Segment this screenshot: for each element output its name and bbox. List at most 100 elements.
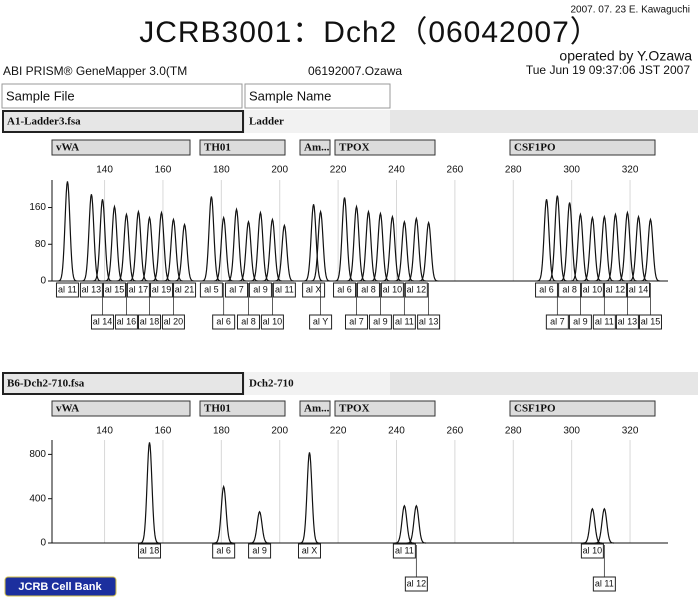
allele-label: al 10 <box>583 284 603 294</box>
peak <box>594 507 614 544</box>
sample-name-cell <box>245 372 390 395</box>
allele-box <box>297 543 321 559</box>
allele-box <box>138 314 162 330</box>
x-tick-label: 160 <box>155 426 172 437</box>
allele-label: al 9 <box>252 545 267 555</box>
sample-name-cell <box>245 110 390 133</box>
marker-bin <box>199 139 286 156</box>
operator: operated by Y.Ozawa <box>559 48 692 64</box>
allele-label: al 11 <box>275 284 294 294</box>
peak <box>382 214 403 282</box>
allele-box <box>248 543 272 559</box>
sample-name: Dch2-710 <box>249 378 294 390</box>
marker-bin <box>51 400 191 417</box>
x-tick-label: 260 <box>447 165 464 176</box>
allele-box <box>248 282 272 298</box>
marker-label: vWA <box>56 142 79 154</box>
marker-bin <box>509 139 656 156</box>
y-tick-label: 0 <box>40 276 46 287</box>
peak <box>394 219 415 282</box>
allele-box <box>260 314 284 330</box>
x-tick-label: 220 <box>330 165 347 176</box>
marker-bin <box>51 139 191 156</box>
marker-label: Am... <box>304 142 330 154</box>
peak <box>334 197 355 282</box>
allele-label: al 15 <box>641 316 661 326</box>
software: ABI PRISM® GeneMapper 3.0(TM <box>3 64 187 78</box>
allele-label: al 18 <box>140 545 160 555</box>
allele-box <box>404 576 428 592</box>
allele-label: al 8 <box>562 284 577 294</box>
x-tick-label: 140 <box>96 426 113 437</box>
marker-bin <box>334 139 436 156</box>
peak <box>139 215 160 282</box>
allele-label: al 9 <box>573 316 588 326</box>
x-tick-label: 160 <box>155 165 172 176</box>
marker-bin <box>299 139 331 156</box>
peak <box>536 199 557 282</box>
allele-label: al 8 <box>361 284 376 294</box>
marker-label: TH01 <box>204 142 231 154</box>
peak <box>394 504 414 544</box>
peak <box>406 504 426 544</box>
peak <box>303 204 324 282</box>
sample-file: B6-Dch2-710.fsa <box>7 378 85 390</box>
x-tick-label: 280 <box>505 165 522 176</box>
y-tick-label: 0 <box>40 538 46 549</box>
peak <box>92 199 113 282</box>
allele-box <box>592 576 616 592</box>
peak <box>640 217 661 282</box>
allele-box <box>212 314 236 330</box>
peak <box>346 204 367 282</box>
allele-box <box>225 282 249 298</box>
allele-box <box>149 282 173 298</box>
allele-box <box>356 282 380 298</box>
allele-box <box>199 282 223 298</box>
allele-box <box>91 314 115 330</box>
y-tick-label: 160 <box>29 202 46 213</box>
peak <box>570 212 591 282</box>
allele-label: al 11 <box>595 316 614 326</box>
allele-box <box>417 314 441 330</box>
peak <box>628 214 649 282</box>
allele-label: al 6 <box>216 316 231 326</box>
allele-label: al 12 <box>407 578 427 588</box>
peak <box>249 510 270 544</box>
x-tick-label: 320 <box>622 426 639 437</box>
allele-label: al 11 <box>58 284 77 294</box>
allele-box <box>138 543 162 559</box>
peak <box>274 223 295 282</box>
allele-box <box>272 282 296 298</box>
x-tick-label: 280 <box>505 426 522 437</box>
allele-label: al 13 <box>82 284 102 294</box>
marker-bin <box>299 400 331 417</box>
allele-label: al 16 <box>117 316 137 326</box>
allele-label: al 15 <box>105 284 125 294</box>
x-tick-label: 140 <box>96 165 113 176</box>
allele-label: al X <box>302 545 318 555</box>
allele-box <box>392 314 416 330</box>
allele-box <box>114 314 138 330</box>
allele-label: al 7 <box>550 316 565 326</box>
sample-file-cell <box>2 110 244 133</box>
allele-label: al Y <box>313 316 328 326</box>
allele-label: al 13 <box>419 316 439 326</box>
sample-file: A1-Ladder3.fsa <box>7 116 81 128</box>
allele-box <box>627 282 651 298</box>
allele-box <box>580 282 604 298</box>
allele-label: al 8 <box>241 316 256 326</box>
allele-box <box>568 314 592 330</box>
allele-label: al 10 <box>383 284 403 294</box>
allele-label: al 7 <box>349 316 364 326</box>
allele-box <box>344 314 368 330</box>
allele-label: al 12 <box>606 284 626 294</box>
peak <box>116 212 137 282</box>
allele-label: al 9 <box>373 316 388 326</box>
x-tick-label: 200 <box>271 165 288 176</box>
footer-badge <box>4 576 117 597</box>
peak <box>262 217 283 282</box>
allele-label: al 12 <box>407 284 427 294</box>
peak <box>299 452 320 544</box>
marker-label: TH01 <box>204 403 231 415</box>
peak <box>81 194 102 282</box>
